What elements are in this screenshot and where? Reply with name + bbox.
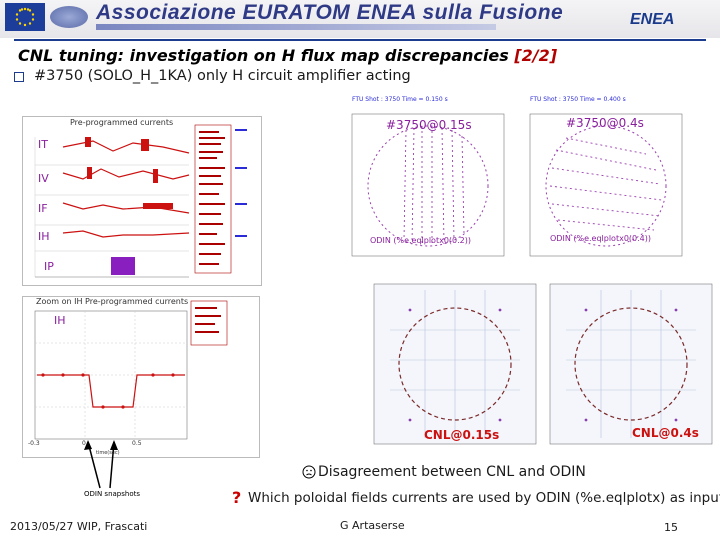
zoom-ih-title: Zoom on IH Pre-programmed currents	[36, 297, 189, 306]
odin-caption-0.15s: ODIN (%e.eqlplotx0(0.2))	[370, 236, 471, 245]
frown-icon	[302, 464, 316, 479]
enea-logo: ENEA	[630, 11, 675, 28]
zoom-xtick: 0.5	[132, 440, 142, 447]
banner-decoration	[96, 24, 496, 30]
cnl-label-0.15s: CNL@0.15s	[424, 428, 500, 442]
odin-caption-0.4s: ODIN (%e.eqlplotx0(0.4))	[550, 234, 651, 243]
odin-label-0.4s: #3750@0.4s	[566, 116, 644, 130]
footer-date-place: 2013/05/27 WIP, Frascati	[10, 520, 148, 533]
odin-label-0.15s: #3750@0.15s	[386, 118, 472, 132]
cnl-map-0.15s	[373, 283, 537, 445]
cnl-map-0.4s	[549, 283, 713, 445]
odin-map-0.15s	[351, 113, 505, 257]
page-number: 15	[664, 521, 678, 534]
zoom-ih-panel	[22, 296, 260, 458]
slide-title-text: CNL tuning: investigation on H flux map …	[18, 46, 509, 65]
euratom-emblem-icon	[50, 6, 88, 28]
bullet-box-icon	[14, 72, 24, 82]
slide-title-part: [2/2]	[514, 46, 558, 65]
slide-subtitle: #3750 (SOLO_H_1KA) only H circuit amplif…	[34, 68, 411, 84]
banner-title: Associazione EURATOM ENEA sulla Fusione	[96, 1, 564, 24]
label-ip: IP	[44, 260, 54, 273]
preprogrammed-currents-plot	[34, 124, 247, 278]
label-if: IF	[38, 202, 48, 215]
odin-map-0.4s	[529, 113, 683, 257]
label-iv: IV	[38, 172, 49, 185]
disagreement-text: Disagreement between CNL and ODIN	[318, 464, 586, 480]
question-text: Which poloidal fields currents are used …	[248, 490, 720, 506]
preprogrammed-currents-title: Pre-programmed currents	[70, 118, 174, 127]
zoom-xlabel: time(sec)	[96, 450, 120, 456]
odin-snapshot-arrows	[84, 440, 118, 489]
odin-header: FTU Shot : 3750 Time = 0.400 s	[530, 96, 626, 103]
preprogrammed-currents-panel	[22, 116, 262, 286]
odin-snapshots-label: ODIN snapshots	[84, 490, 140, 498]
odin-header: FTU Shot : 3750 Time = 0.150 s	[352, 96, 448, 103]
slide-title: CNL tuning: investigation on H flux map …	[18, 46, 557, 65]
cnl-label-0.4s: CNL@0.4s	[632, 426, 699, 440]
label-it: IT	[38, 138, 48, 151]
header-banner	[0, 0, 720, 38]
zoom-ih-plot	[34, 300, 228, 440]
zoom-xtick: -0.3	[28, 440, 40, 447]
zoom-label-ih: IH	[54, 314, 66, 327]
question-mark-icon: ?	[232, 488, 242, 507]
odin-maps-area: FTU Shot : 3750 Time = 0.150 s FTU Shot …	[340, 96, 710, 266]
header-divider	[14, 39, 706, 41]
label-ih: IH	[38, 230, 50, 243]
footer-author: G Artaserse	[340, 519, 405, 532]
zoom-xtick: 0	[82, 440, 86, 447]
eu-flag-logo	[5, 3, 45, 31]
